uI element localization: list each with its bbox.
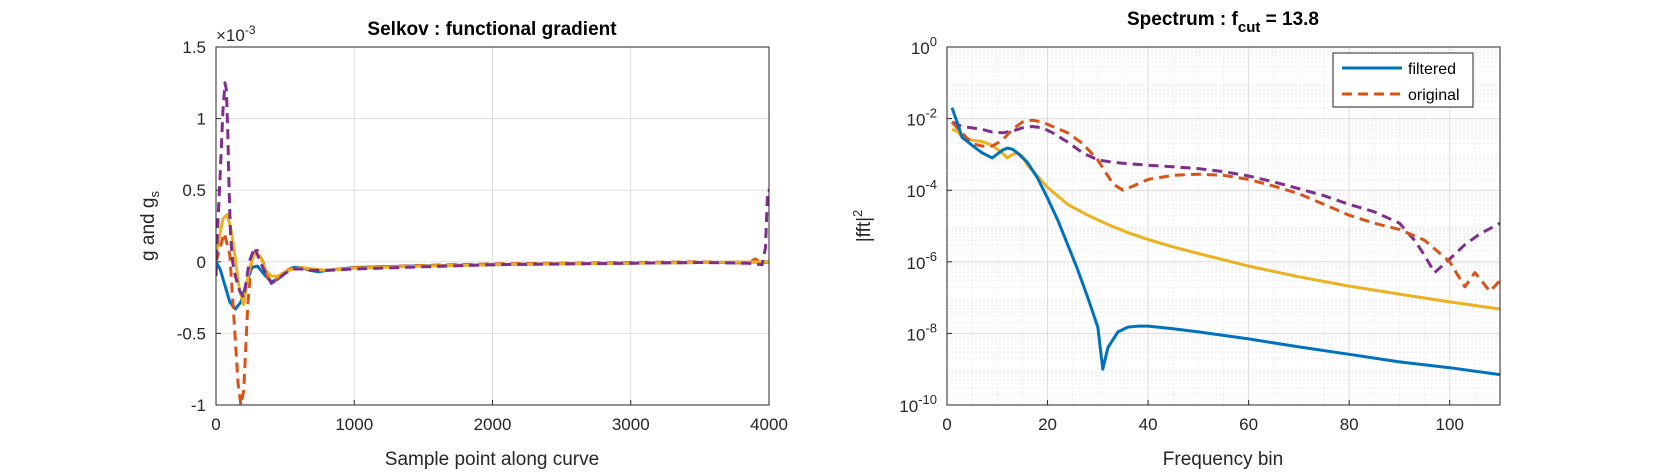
series-line-2 xyxy=(951,127,1500,311)
x-tick-label: 40 xyxy=(1139,415,1158,434)
y-tick-label: 10-10 xyxy=(899,392,937,416)
x-tick-label: 3000 xyxy=(612,415,650,434)
gradient-plot: 0 1000 2000 3000 4000 -1 -0.5 0 0.5 1 1.5 Selkov … xyxy=(138,19,788,470)
y-tick-exponent: -8 xyxy=(925,320,937,335)
exponent-label: ×10-3 xyxy=(216,23,256,45)
series-line-1 xyxy=(950,118,1500,293)
axes-box xyxy=(946,46,1501,406)
axes-box xyxy=(215,46,770,406)
x-tick-label: 100 xyxy=(1436,415,1464,434)
y-tick-label: -0.5 xyxy=(177,324,206,343)
y-tick-base: 10 xyxy=(907,111,926,130)
x-tick-label: 2000 xyxy=(474,415,512,434)
y-tick-labels: -1 -0.5 0 0.5 1 1.5 xyxy=(177,38,206,415)
series-group xyxy=(950,107,1500,377)
x-tick-label: 80 xyxy=(1340,415,1359,434)
y-axis-label: g and gs xyxy=(138,191,162,261)
series-group xyxy=(216,81,769,405)
x-tick-labels: 0 20 40 60 80 100 xyxy=(942,415,1464,434)
y-tick-exponent: -4 xyxy=(925,177,937,192)
x-tick-label: 0 xyxy=(942,415,951,434)
x-tick-label: 0 xyxy=(211,415,220,434)
y-tick-exponent: 0 xyxy=(930,34,937,49)
y-tick-label: 10-4 xyxy=(907,177,937,201)
y-tick-label: 0.5 xyxy=(182,181,206,200)
x-axis-label: Frequency bin xyxy=(1163,449,1283,470)
y-tick-label: 0 xyxy=(197,253,206,272)
x-tick-labels: 0 1000 2000 3000 4000 xyxy=(211,415,788,434)
legend-box xyxy=(1332,52,1474,108)
y-tick-label: 10-8 xyxy=(907,320,937,344)
y-tick-label: 10-2 xyxy=(907,106,937,130)
y-axis-label: |fft|2 xyxy=(850,210,875,243)
y-tick-exponent: -2 xyxy=(925,106,937,121)
grid xyxy=(946,46,1500,406)
x-tick-label: 60 xyxy=(1239,415,1258,434)
series-clip xyxy=(950,107,1500,377)
x-tick-label: 1000 xyxy=(335,415,373,434)
y-tick-base: 10 xyxy=(899,397,918,416)
legend: filtered original xyxy=(1332,52,1474,108)
y-tick-exponent: -10 xyxy=(918,392,937,407)
y-tick-label: 1.5 xyxy=(182,38,206,57)
y-tick-base: 10 xyxy=(907,254,926,273)
x-axis-label: Sample point along curve xyxy=(385,449,599,470)
series-line-3 xyxy=(951,120,1500,275)
y-tick-base: 10 xyxy=(907,182,926,201)
series-line-2 xyxy=(216,213,769,307)
legend-label-filtered: filtered xyxy=(1408,61,1456,78)
chart-title: Selkov : functional gradient xyxy=(367,19,617,40)
chart-title: Spectrum : fcut = 13.8 xyxy=(1127,9,1319,36)
series-line-0 xyxy=(950,107,1500,377)
x-tick-label: 20 xyxy=(1038,415,1057,434)
y-tick-label: 10-6 xyxy=(907,249,937,273)
y-tick-exponent: -6 xyxy=(925,249,937,264)
series-line-3 xyxy=(216,81,769,300)
legend-label-original: original xyxy=(1408,87,1460,104)
y-tick-base: 10 xyxy=(911,39,930,58)
x-tick-label: 4000 xyxy=(750,415,788,434)
series-clip xyxy=(216,81,769,405)
y-tick-label: 100 xyxy=(911,34,937,58)
y-tick-base: 10 xyxy=(907,325,926,344)
y-tick-label: -1 xyxy=(191,396,206,415)
y-tick-label: 1 xyxy=(197,110,206,129)
